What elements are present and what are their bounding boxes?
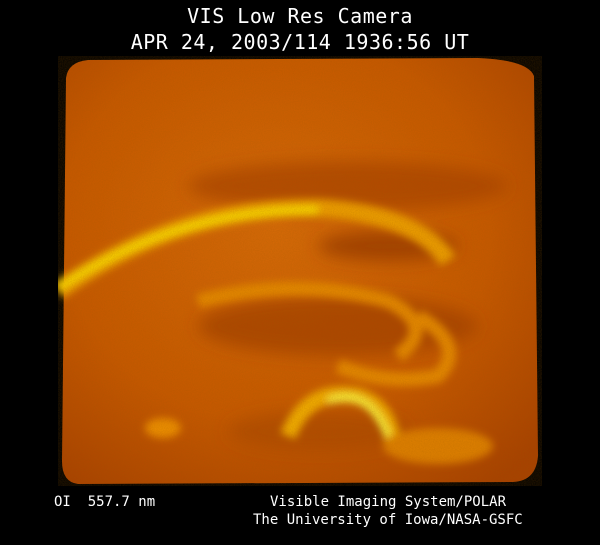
- auroral-image: [58, 56, 542, 486]
- credit-institution: The University of Iowa/NASA-GSFC: [253, 512, 523, 528]
- camera-title: VIS Low Res Camera: [187, 4, 413, 28]
- wavelength-label: OI 557.7 nm: [54, 494, 156, 510]
- observation-timestamp: APR 24, 2003/114 1936:56 UT: [130, 30, 470, 54]
- credit-system: Visible Imaging System/POLAR: [270, 494, 507, 510]
